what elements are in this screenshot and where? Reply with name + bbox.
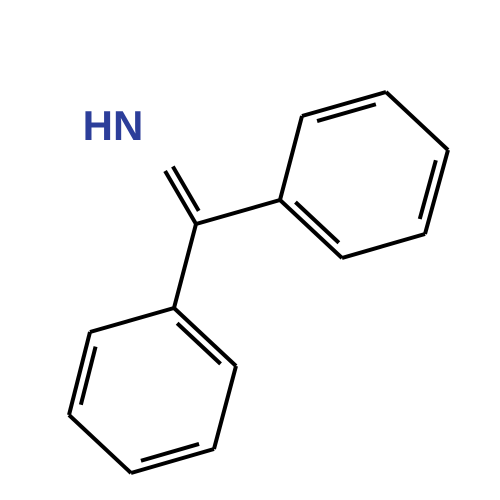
bond bbox=[280, 116, 302, 200]
bond bbox=[280, 200, 342, 258]
label-n: N bbox=[113, 102, 143, 149]
bond bbox=[174, 224, 196, 308]
molecule-diagram: HN bbox=[0, 0, 500, 500]
bond bbox=[69, 415, 131, 473]
bond bbox=[386, 92, 448, 150]
bond bbox=[196, 200, 280, 224]
bond bbox=[214, 366, 236, 449]
bond-inner bbox=[141, 444, 199, 461]
bond bbox=[174, 308, 236, 366]
bond bbox=[342, 234, 425, 258]
bond bbox=[90, 308, 174, 332]
hn-label: HN bbox=[83, 102, 144, 149]
bond-inner bbox=[317, 104, 376, 121]
label-h: H bbox=[83, 102, 113, 149]
